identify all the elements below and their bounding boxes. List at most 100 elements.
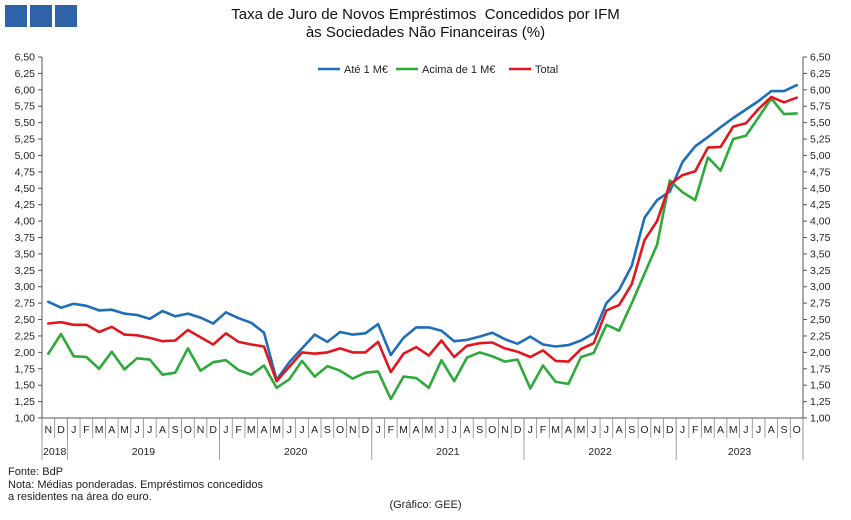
x-month-label: N	[45, 424, 53, 436]
x-month-label: D	[209, 424, 217, 436]
x-month-label: F	[83, 424, 89, 436]
credit-text: (Gráfico: GEE)	[389, 499, 462, 511]
x-month-label: J	[147, 424, 152, 436]
x-month-label: S	[476, 424, 483, 436]
x-month-label: O	[336, 424, 344, 436]
x-month-label: M	[120, 424, 129, 436]
y-tick-label-right: 2,25	[810, 330, 831, 342]
y-tick-label-right: 3,75	[810, 232, 831, 244]
y-tick-label-left: 6,50	[15, 52, 36, 64]
y-tick-label-left: 4,75	[15, 166, 36, 178]
y-tick-label-left: 2,50	[15, 314, 36, 326]
x-month-label: J	[756, 424, 761, 436]
x-month-label: A	[413, 424, 420, 436]
x-month-label: A	[565, 424, 572, 436]
y-tick-label-right: 6,00	[810, 84, 831, 96]
y-tick-label-right: 3,50	[810, 248, 831, 260]
y-tick-label-right: 1,50	[810, 380, 831, 392]
y-tick-label-right: 2,00	[810, 347, 831, 359]
x-month-label: N	[653, 424, 661, 436]
y-tick-label-right: 4,00	[810, 216, 831, 228]
x-month-label: J	[287, 424, 292, 436]
chart-title-line-2: às Sociedades Não Financeiras (%)	[305, 24, 546, 41]
chart-title-line-1: Taxa de Juro de Novos Empréstimos Conced…	[231, 6, 620, 23]
y-tick-label-left: 3,75	[15, 232, 36, 244]
gee-logo	[5, 5, 77, 27]
x-month-label: M	[577, 424, 586, 436]
x-month-label: M	[399, 424, 408, 436]
x-month-label: N	[197, 424, 205, 436]
y-tick-label-left: 3,25	[15, 265, 36, 277]
x-month-label: D	[57, 424, 65, 436]
y-tick-label-left: 1,00	[15, 413, 36, 425]
x-month-label: J	[439, 424, 444, 436]
chart-title: Taxa de Juro de Novos Empréstimos Conced…	[0, 6, 851, 42]
x-year-label: 2018	[43, 446, 67, 458]
x-month-label: J	[591, 424, 596, 436]
y-tick-label-right: 3,00	[810, 281, 831, 293]
y-tick-label-right: 2,50	[810, 314, 831, 326]
x-month-label: J	[528, 424, 533, 436]
series-line-1	[46, 83, 799, 382]
x-month-label: M	[272, 424, 281, 436]
y-tick-label-right: 3,25	[810, 265, 831, 277]
y-tick-label-right: 6,25	[810, 68, 831, 80]
y-tick-label-left: 4,25	[15, 199, 36, 211]
x-month-label: M	[551, 424, 560, 436]
x-month-label: A	[260, 424, 267, 436]
x-month-label: A	[768, 424, 775, 436]
y-tick-label-right: 4,50	[810, 183, 831, 195]
logo-square	[5, 5, 27, 27]
x-month-label: F	[540, 424, 546, 436]
x-month-label: S	[324, 424, 331, 436]
x-month-label: O	[793, 424, 801, 436]
x-month-label: M	[95, 424, 104, 436]
x-month-label: N	[501, 424, 509, 436]
y-tick-label-left: 5,00	[15, 150, 36, 162]
x-month-label: O	[488, 424, 496, 436]
y-tick-label-right: 2,75	[810, 298, 831, 310]
x-year-label: 2020	[284, 446, 308, 458]
x-month-label: F	[388, 424, 394, 436]
x-month-label: J	[452, 424, 457, 436]
x-month-label: J	[680, 424, 685, 436]
y-tick-label-left: 1,75	[15, 363, 36, 375]
y-tick-label-left: 1,25	[15, 396, 36, 408]
x-month-label: S	[628, 424, 635, 436]
x-month-label: A	[159, 424, 166, 436]
x-month-label: D	[666, 424, 674, 436]
y-tick-label-right: 4,25	[810, 199, 831, 211]
x-month-label: A	[463, 424, 470, 436]
y-tick-label-left: 5,75	[15, 101, 36, 113]
y-tick-label-right: 6,50	[810, 52, 831, 64]
x-month-label: D	[362, 424, 370, 436]
y-tick-label-left: 6,25	[15, 68, 36, 80]
series-line-2	[46, 97, 799, 401]
x-month-label: M	[247, 424, 256, 436]
x-month-label: J	[71, 424, 76, 436]
y-tick-label-left: 2,25	[15, 330, 36, 342]
x-month-label: O	[184, 424, 192, 436]
y-tick-label-left: 3,00	[15, 281, 36, 293]
x-month-label: J	[375, 424, 380, 436]
y-tick-label-right: 4,75	[810, 166, 831, 178]
x-month-label: J	[135, 424, 140, 436]
x-month-label: A	[311, 424, 318, 436]
x-month-label: J	[743, 424, 748, 436]
x-month-label: J	[299, 424, 304, 436]
y-tick-label-left: 4,50	[15, 183, 36, 195]
x-month-label: J	[604, 424, 609, 436]
y-tick-label-right: 5,00	[810, 150, 831, 162]
x-month-label: S	[172, 424, 179, 436]
y-tick-label-left: 5,25	[15, 134, 36, 146]
logo-square	[30, 5, 52, 27]
chart-notes: Fonte: BdP Nota: Médias ponderadas. Empr…	[8, 466, 263, 504]
x-year-label: 2019	[132, 446, 156, 458]
line-chart: 1,00 1,00 1,25 1,25 1,50 1,50 1,75 1,75 2,00 2,00…	[15, 52, 831, 460]
x-year-label: 2021	[436, 446, 460, 458]
x-month-label: D	[514, 424, 522, 436]
y-tick-label-left: 4,00	[15, 216, 36, 228]
x-month-label: S	[780, 424, 787, 436]
x-month-label: M	[704, 424, 713, 436]
y-tick-label-left: 6,00	[15, 84, 36, 96]
